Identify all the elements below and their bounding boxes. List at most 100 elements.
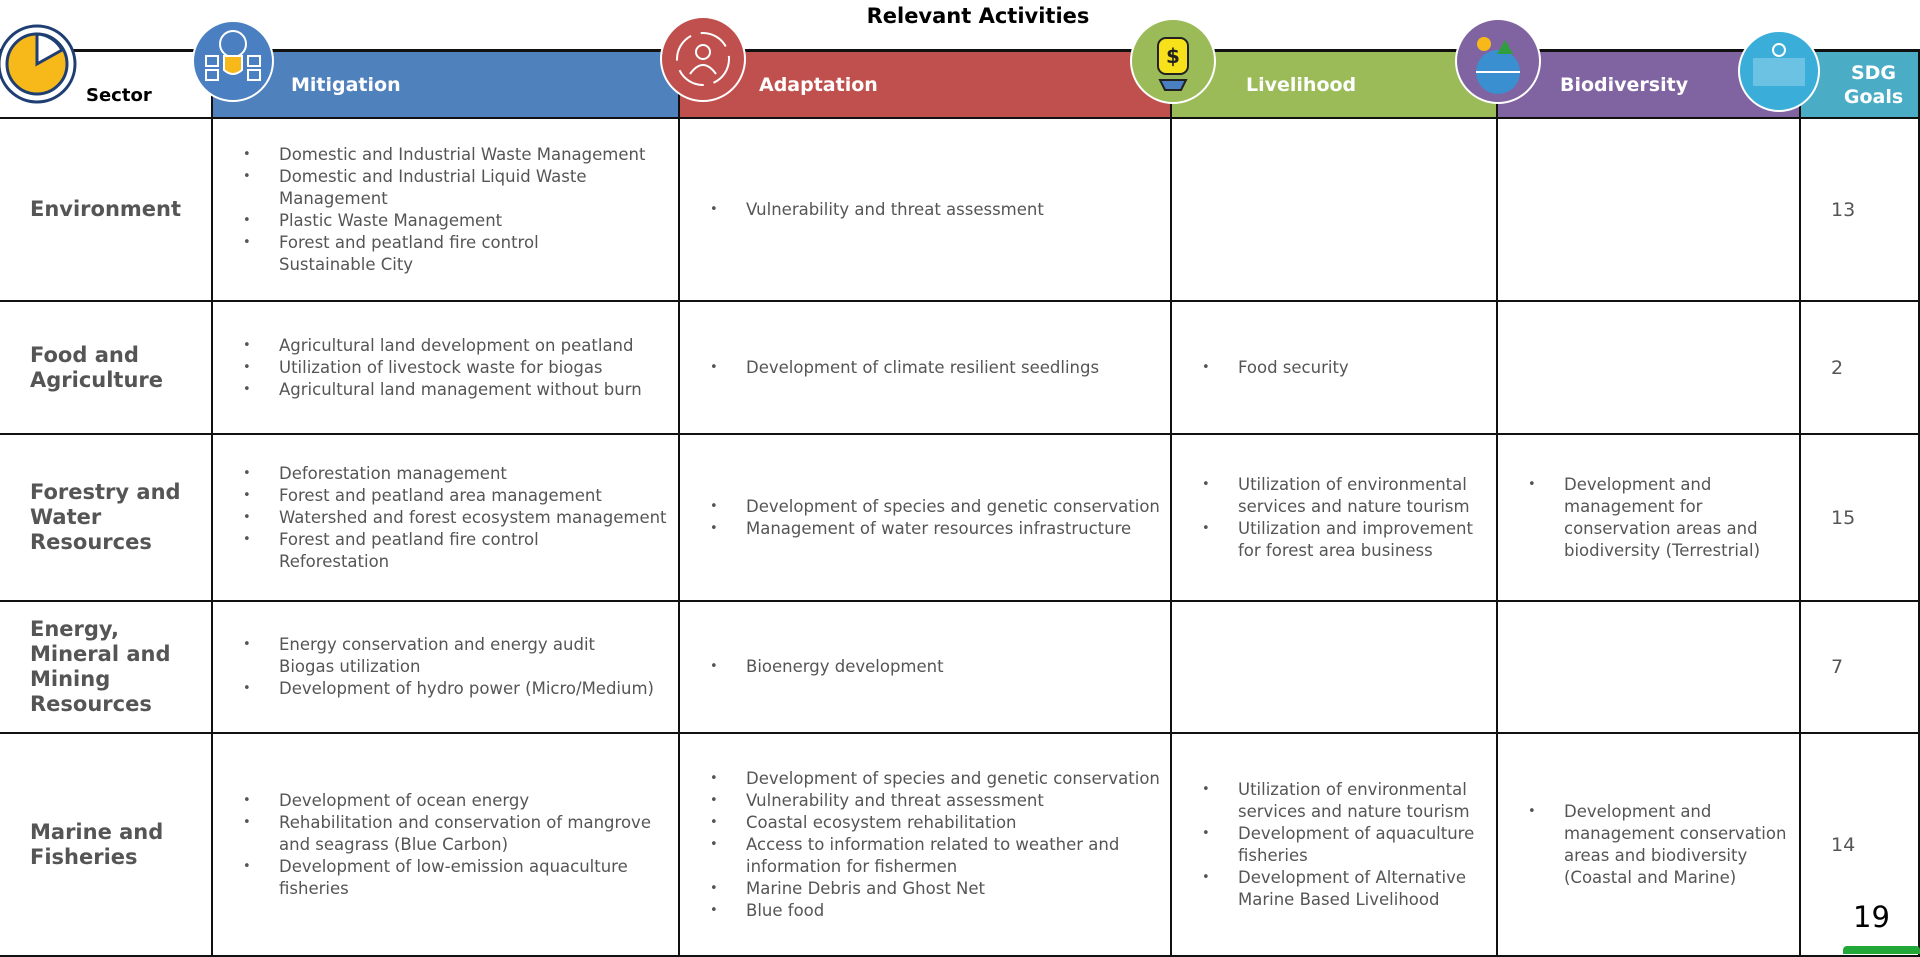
activity-item: Plastic Waste Management [243,210,678,232]
activity-item: Food security [1202,357,1349,379]
sector-cell: Marine and Fisheries [0,734,213,957]
biodiversity-cell [1498,302,1801,435]
activity-item: Agricultural land development on peatlan… [243,335,642,357]
sdg-cell: 2 [1801,302,1920,435]
header-label: Sector [86,85,152,106]
livelihood-cell: Food security [1172,302,1498,435]
mitigation-list: Domestic and Industrial Waste Management… [213,144,678,276]
activity-item: Deforestation management [243,463,667,485]
activity-item: Watershed and forest ecosystem managemen… [243,507,666,529]
activity-item: Rehabilitation and conservation of mangr… [243,812,678,856]
activity-item: Blue food [710,900,1170,922]
title: Relevant Activities [866,4,1090,28]
sector-cell: Environment [0,119,213,302]
accent-bar [1843,946,1920,954]
activity-item: Utilization of livestock waste for bioga… [243,357,642,379]
activity-item: Utilization and improvement for forest a… [1202,518,1496,562]
activity-item: Development of ocean energy [243,790,678,812]
sector-label: Marine and Fisheries [30,819,164,869]
activity-item: Development of Alternative Marine Based … [1202,867,1496,911]
header-cell: Adaptation [680,52,1172,119]
adaptation-icon [660,16,746,102]
sector-label: Food and Agriculture [30,342,164,392]
sdg-number: 15 [1831,506,1856,529]
activity-item: Development and management conservation … [1528,801,1799,889]
sector-label: Environment [30,197,182,221]
mitigation-cell: Energy conservation and energy audit Bio… [213,602,680,734]
adaptation-list: Vulnerability and threat assessment [680,199,1044,221]
livelihood-cell: Utilization of environmental services an… [1172,435,1498,602]
sdg-number: 13 [1831,198,1856,221]
mitigation-list: Development of ocean energyRehabilitatio… [213,790,678,900]
mitigation-list: Energy conservation and energy audit Bio… [213,634,654,700]
activity-item: Management of water resources infrastruc… [710,518,1160,540]
activity-item: Development of hydro power (Micro/Medium… [243,678,654,700]
activity-item: Coastal ecosystem rehabilitation [710,812,1170,834]
activity-item: Development of aquaculture fisheries [1202,823,1496,867]
biodiversity-cell [1498,602,1801,734]
sdg-cell: 13 [1801,119,1920,302]
header-label: Mitigation [291,73,401,96]
adaptation-list: Development of climate resilient seedlin… [680,357,1099,379]
biodiversity-icon [1455,18,1541,104]
sector-cell: Food and Agriculture [0,302,213,435]
activity-item: Utilization of environmental services an… [1202,474,1496,518]
activity-item: Bioenergy development [710,656,944,678]
mitigation-cell: Deforestation management Forest and peatl… [213,435,680,602]
header-label: Adaptation [759,73,878,96]
livelihood-list: Utilization of environmental services an… [1172,779,1496,911]
activity-item: Domestic and Industrial Waste Management [243,144,678,166]
activity-item: Development of species and genetic conse… [710,768,1170,790]
header-cell: Livelihood [1172,52,1498,119]
livelihood-icon: $ [1130,18,1216,104]
sdg-cell: 15 [1801,435,1920,602]
mitigation-cell: Development of ocean energyRehabilitatio… [213,734,680,957]
activity-item: Domestic and Industrial Liquid Waste Man… [243,166,678,210]
sector-icon [0,24,77,104]
livelihood-list: Food security [1172,357,1349,379]
mitigation-list: Agricultural land development on peatlan… [213,335,642,401]
mitigation-icon [192,20,274,102]
page-number: 19 [1853,900,1890,934]
activity-item: Vulnerability and threat assessment [710,199,1044,221]
biodiversity-list: Development and management conservation … [1498,801,1799,889]
header-label: Livelihood [1246,73,1357,96]
activity-item: Utilization of environmental services an… [1202,779,1496,823]
mitigation-cell: Agricultural land development on peatlan… [213,302,680,435]
sector-label: Energy, Mineral and Mining Resources [30,617,171,716]
livelihood-cell: Utilization of environmental services an… [1172,734,1498,957]
livelihood-cell [1172,602,1498,734]
header-icons: $ [0,16,1820,112]
adaptation-cell: Development of species and genetic conse… [680,734,1172,957]
biodiversity-cell: Development and management conservation … [1498,734,1801,957]
activity-item: Marine Debris and Ghost Net [710,878,1170,900]
sector-cell: Forestry and Water Resources [0,435,213,602]
biodiversity-cell: Development and management for conservat… [1498,435,1801,602]
activity-item: Access to information related to weather… [710,834,1170,878]
header-label: SDG Goals [1843,61,1904,108]
activity-item: Forest and peatland fire control Refores… [243,529,667,573]
header-cell: Mitigation [213,52,680,119]
biodiversity-cell [1498,119,1801,302]
biodiversity-list: Development and management for conservat… [1498,474,1799,562]
sdg-number: 14 [1831,833,1856,856]
livelihood-cell [1172,119,1498,302]
header-label: Biodiversity [1560,73,1689,96]
adaptation-list: Bioenergy development [680,656,944,678]
adaptation-cell: Development of species and genetic conse… [680,435,1172,602]
svg-text:$: $ [1166,44,1180,68]
activity-item: Development of species and genetic conse… [710,496,1160,518]
adaptation-cell: Development of climate resilient seedlin… [680,302,1172,435]
mitigation-cell: Domestic and Industrial Waste Management… [213,119,680,302]
activity-item: Development of climate resilient seedlin… [710,357,1099,379]
sector-label: Forestry and Water Resources [30,480,181,554]
activity-item: Forest and peatland fire control Sustain… [243,232,678,276]
sdg-number: 2 [1831,356,1844,379]
sdg-number: 7 [1831,656,1844,678]
activity-item: Agricultural land management without bur… [243,379,642,401]
livelihood-list: Utilization of environmental services an… [1172,474,1496,562]
sdg-icon [1738,30,1820,112]
adaptation-list: Development of species and genetic conse… [680,768,1170,922]
sdg-cell: 7 [1801,602,1920,734]
